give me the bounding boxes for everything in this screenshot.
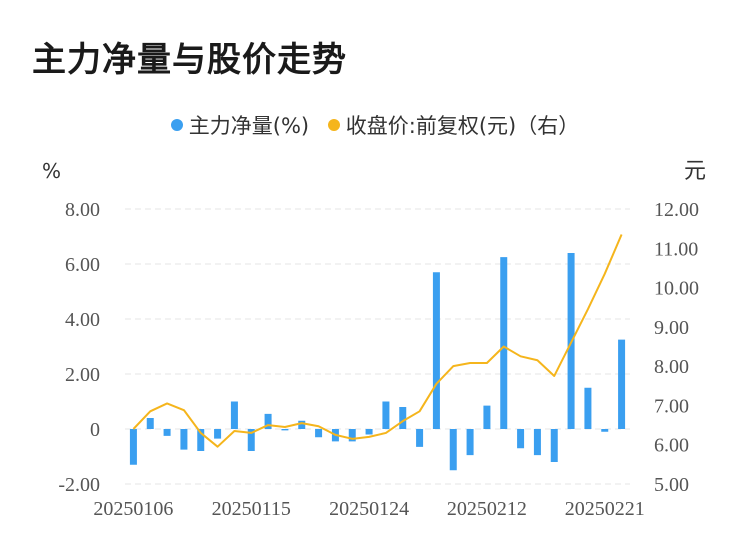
net-volume-bar[interactable] (298, 420, 306, 429)
net-volume-bar[interactable] (416, 429, 424, 447)
right-tick-label: 8.00 (654, 356, 689, 378)
net-volume-bar[interactable] (584, 387, 592, 429)
net-volume-bar[interactable] (567, 253, 575, 429)
net-volume-bar[interactable] (281, 429, 289, 431)
net-volume-bar[interactable] (180, 429, 188, 450)
net-volume-bar[interactable] (365, 429, 373, 435)
net-volume-bar[interactable] (230, 401, 238, 430)
left-tick-label: 6.00 (65, 254, 100, 276)
net-volume-bar[interactable] (146, 418, 154, 429)
right-tick-label: 6.00 (654, 435, 689, 457)
net-volume-bar[interactable] (466, 429, 474, 456)
right-tick-label: 10.00 (654, 278, 699, 300)
net-volume-bar[interactable] (601, 429, 609, 432)
net-volume-bar[interactable] (618, 339, 626, 429)
left-tick-label: 0 (90, 419, 100, 441)
net-volume-bar[interactable] (533, 429, 541, 456)
legend-label-net: 主力净量(%) (188, 114, 310, 138)
net-volume-bar[interactable] (315, 429, 323, 438)
net-volume-bar[interactable] (247, 429, 255, 451)
left-axis-unit: % (42, 159, 61, 183)
left-tick-label: 4.00 (65, 309, 100, 331)
net-volume-bar[interactable] (214, 429, 222, 439)
right-axis-unit: 元 (684, 159, 706, 184)
legend-dot-price (327, 119, 340, 131)
net-volume-bar[interactable] (264, 413, 272, 429)
right-tick-label: 11.00 (654, 238, 698, 260)
legend-item-price[interactable]: 收盘价:前复权(元)（右） (327, 110, 580, 140)
net-volume-bar[interactable] (483, 405, 491, 429)
x-tick-label: 20250106 (93, 498, 173, 520)
net-volume-bar[interactable] (550, 429, 558, 462)
net-volume-bar[interactable] (449, 429, 457, 471)
right-tick-label: 12.00 (654, 199, 699, 221)
net-volume-bar[interactable] (399, 407, 407, 429)
net-volume-bar[interactable] (197, 429, 205, 451)
net-volume-bar[interactable] (517, 429, 525, 449)
right-tick-label: 9.00 (654, 317, 689, 339)
x-tick-label: 20250115 (212, 498, 291, 520)
chart-legend: 主力净量(%) 收盘价:前复权(元)（右） (0, 110, 750, 140)
net-volume-bar[interactable] (348, 429, 356, 442)
legend-item-net[interactable]: 主力净量(%) (170, 110, 310, 140)
legend-label-price: 收盘价:前复权(元)（右） (345, 114, 580, 138)
right-tick-label: 7.00 (654, 395, 689, 417)
net-volume-bar[interactable] (331, 429, 339, 442)
chart-title: 主力净量与股价走势 (32, 40, 347, 80)
left-tick-label: -2.00 (58, 474, 100, 496)
left-tick-label: 8.00 (65, 199, 100, 221)
net-volume-bar[interactable] (163, 429, 171, 436)
left-tick-label: 2.00 (65, 364, 100, 386)
close-price-line (132, 234, 623, 448)
right-tick-label: 5.00 (654, 474, 689, 496)
net-volume-bar[interactable] (382, 401, 390, 430)
x-tick-label: 20250212 (447, 498, 527, 520)
legend-dot-net (170, 119, 183, 131)
net-volume-bar[interactable] (500, 257, 508, 429)
x-tick-label: 20250124 (329, 498, 409, 520)
x-tick-label: 20250221 (565, 498, 645, 520)
net-volume-bar[interactable] (129, 429, 137, 465)
net-volume-bar[interactable] (432, 272, 440, 429)
